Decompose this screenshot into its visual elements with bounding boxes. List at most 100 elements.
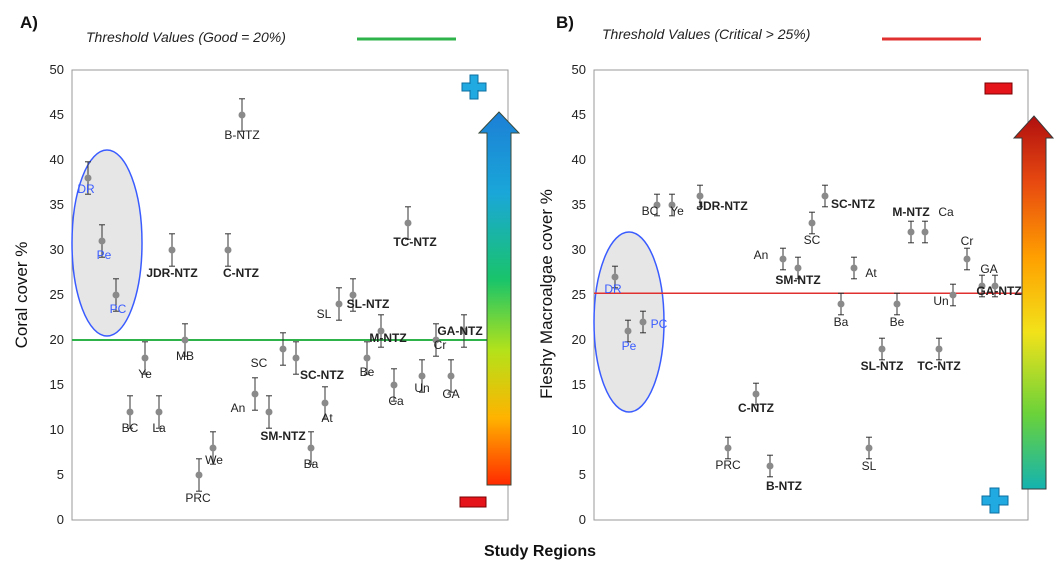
data-point [84,174,92,182]
point-label: We [205,453,223,467]
point-label: SL [317,307,332,321]
data-point [377,327,385,335]
data-point [935,345,943,353]
panel-a: A) Threshold Values (Good = 20%) Coral c… [12,13,521,527]
point-label: B-NTZ [224,128,259,142]
panel-a-points: DR Pe PC BC Ye La JDR-NTZ MB PRC We C-NTZ B-NTZ An SM… [77,98,483,505]
data-point [808,219,816,227]
data-point [251,390,259,398]
data-point [307,444,315,452]
y-tick-label: 40 [50,152,64,167]
data-point [878,345,886,353]
data-point [321,399,329,407]
data-point [907,228,915,236]
point-label: SC [251,356,268,370]
data-point [292,354,300,362]
minus-icon [984,82,1013,95]
y-tick-label: 25 [50,287,64,302]
data-point [418,372,426,380]
point-label: B-NTZ [766,479,802,493]
point-label: PC [651,317,668,331]
point-label: Ye [670,204,684,218]
y-tick-label: 30 [572,242,586,257]
data-point [724,444,732,452]
point-label: DR [604,282,622,296]
data-point [209,444,217,452]
data-point [432,336,440,344]
data-point [168,246,176,254]
data-point [696,192,704,200]
y-tick-label: 50 [50,62,64,77]
point-label: MB [176,349,194,363]
panel-a-y-axis-label: Coral cover % [12,242,31,349]
panel-b-y-ticks: 0 5 10 15 20 25 30 35 40 45 50 [572,62,586,527]
point-label: Ca [388,394,404,408]
panel-b: B) Threshold Values (Critical > 25%) Fle… [537,13,1054,527]
data-point [653,201,661,209]
point-label: Ca [938,205,954,219]
data-point [893,300,901,308]
gradient-up-arrow-icon [477,111,521,486]
y-tick-label: 40 [572,152,586,167]
point-label: PRC [715,458,741,472]
data-point [963,255,971,263]
point-label: Ba [304,457,319,471]
data-point [238,111,246,119]
x-axis-label: Study Regions [484,543,596,560]
point-label: Be [360,365,375,379]
y-tick-label: 10 [572,422,586,437]
point-label: La [152,421,166,435]
panel-b-y-axis-label: Fleshy Macroalgae cover % [537,189,556,399]
point-label: Ba [834,315,849,329]
y-tick-label: 15 [50,377,64,392]
y-tick-label: 10 [50,422,64,437]
point-label: Cr [961,234,974,248]
point-label: Cr [434,338,447,352]
y-tick-label: 20 [572,332,586,347]
point-label: GA-NTZ [976,284,1021,298]
plus-icon [461,74,487,100]
point-label: SL-NTZ [861,359,904,373]
y-tick-label: 5 [57,467,64,482]
data-point [779,255,787,263]
panel-a-plot-frame [71,69,509,521]
data-point [98,237,106,245]
point-label: PRC [185,491,211,505]
data-point [639,318,647,326]
point-label: M-NTZ [892,205,929,219]
data-point [349,291,357,299]
point-label: Un [933,294,948,308]
data-point [155,408,163,416]
data-point [766,462,774,470]
data-point [624,327,632,335]
point-label: M-NTZ [369,331,406,345]
point-label: TC-NTZ [393,235,436,249]
point-label: DR [77,182,95,196]
plus-icon [981,487,1009,514]
y-tick-label: 20 [50,332,64,347]
point-label: JDR-NTZ [146,266,197,280]
point-label: At [865,266,877,280]
data-point [363,354,371,362]
data-point [404,219,412,227]
point-label: An [231,401,246,415]
y-tick-label: 25 [572,287,586,302]
data-point [265,408,273,416]
point-label: SC-NTZ [300,368,344,382]
point-label: BC [122,421,139,435]
point-label: GA [442,387,459,401]
point-label: BC [642,204,659,218]
panel-a-label: A) [20,13,38,32]
panel-b-points: DR Pe PC BC Ye JDR-NTZ PRC B-NTZ C-NTZ An SM-NTZ SC… [604,184,1022,493]
data-point [837,300,845,308]
data-point [390,381,398,389]
data-point [447,372,455,380]
y-tick-label: 45 [50,107,64,122]
data-point [850,264,858,272]
data-point [921,228,929,236]
data-point [126,408,134,416]
point-label: SM-NTZ [775,273,820,287]
point-label: Un [414,381,429,395]
point-label: Ye [138,367,152,381]
point-label: GA [980,262,997,276]
